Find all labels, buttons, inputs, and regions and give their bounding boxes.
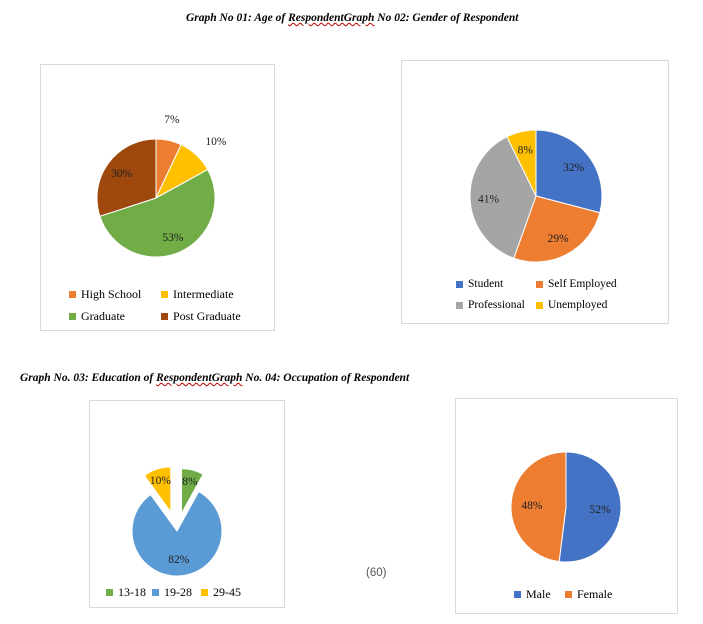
pie-data-label: 10% xyxy=(205,136,227,148)
legend-swatch xyxy=(161,291,168,298)
legend-swatch xyxy=(536,301,543,309)
pie-data-label: 82% xyxy=(168,554,190,566)
pie-data-label: 30% xyxy=(111,168,133,180)
pie-slice-female xyxy=(510,451,567,563)
legend-label: Post Graduate xyxy=(173,309,241,323)
legend-swatch xyxy=(69,313,76,320)
legend-item: Post Graduate xyxy=(161,309,241,324)
legend-label: Self Employed xyxy=(548,278,617,290)
pie-slice-13-18 xyxy=(180,468,204,514)
legend-item: Intermediate xyxy=(161,287,234,302)
pie-data-label: 29% xyxy=(548,233,570,245)
legend-label: Unemployed xyxy=(548,299,608,311)
chart-panel-3: 8% 82% 10% 13-18 19-28 29-45 xyxy=(89,400,285,608)
pie-slice-19-28 xyxy=(131,490,223,577)
legend-item: Male xyxy=(514,587,551,602)
legend-label: Student xyxy=(468,278,504,290)
pie-chart-2: 32% 29% 41% 8% xyxy=(469,129,603,263)
caption-bottom-part1: Graph No. 03: Education of xyxy=(20,372,157,384)
legend-label: Male xyxy=(526,587,551,601)
legend-item: Self Employed xyxy=(536,278,617,290)
pie-data-label: 10% xyxy=(150,475,172,487)
caption-bottom-squiggle: RespondentGraph xyxy=(156,372,243,384)
chart-panel-1: 7% 10% 53% 30% High School Intermediate Gradua… xyxy=(40,64,275,331)
pie-slice-post-graduate xyxy=(96,138,157,217)
legend-label: Graduate xyxy=(81,309,125,323)
pie-data-label: 41% xyxy=(478,194,500,206)
legend-label: 29-45 xyxy=(213,585,241,599)
chart-panel-2: 32% 29% 41% 8% Student Self Employed Professio… xyxy=(401,60,669,324)
pie-data-label: 7% xyxy=(164,114,180,126)
caption-bottom-part2: No. 04: Occupation of Respondent xyxy=(242,372,410,384)
pie-slice-29-45 xyxy=(143,466,172,514)
legend-swatch xyxy=(201,589,208,596)
legend-swatch xyxy=(69,291,76,298)
legend-swatch xyxy=(565,591,572,598)
pie-slice-student xyxy=(535,129,603,214)
caption-bottom: Graph No. 03: Education of RespondentGra… xyxy=(20,372,409,384)
legend-label: Female xyxy=(577,587,613,601)
caption-top-part1: Graph No 01: Age of xyxy=(186,12,289,24)
legend-swatch xyxy=(152,589,159,596)
chart-panel-4: 52% 48% Male Female xyxy=(455,398,678,614)
pie-slice-male xyxy=(558,451,622,563)
pie-slice-unemployed xyxy=(506,129,537,197)
pie-data-label: 8% xyxy=(518,145,534,157)
legend-item: 29-45 xyxy=(201,585,241,600)
legend-label: Intermediate xyxy=(173,287,234,301)
legend-label: Professional xyxy=(468,299,525,311)
legend-item: Graduate xyxy=(69,309,125,324)
pie-slice-professional xyxy=(469,136,537,259)
pie-chart-1: 7% 10% 53% 30% xyxy=(96,114,227,258)
legend-item: Female xyxy=(565,587,612,602)
pie-data-label: 32% xyxy=(563,162,585,174)
pie-data-label: 48% xyxy=(521,500,543,512)
pie-slice-self-employed xyxy=(513,195,601,263)
pie-data-label: 53% xyxy=(162,232,184,244)
legend-item: Professional xyxy=(456,299,525,311)
legend-item: 19-28 xyxy=(152,585,192,600)
legend-label: 13-18 xyxy=(118,585,146,599)
legend-swatch xyxy=(456,280,463,288)
pie-data-label: 52% xyxy=(589,504,611,516)
pie-slice-graduate xyxy=(99,168,216,258)
caption-top-squiggle: RespondentGraph xyxy=(288,12,375,24)
legend-swatch xyxy=(161,313,168,320)
legend-item: High School xyxy=(69,287,141,302)
pie-chart-3: 8% 82% 10% xyxy=(131,466,223,577)
page-number: (60) xyxy=(366,567,387,579)
legend-label: High School xyxy=(81,287,142,301)
legend-item: 13-18 xyxy=(106,585,146,600)
legend-swatch xyxy=(106,589,113,596)
legend-swatch xyxy=(456,301,463,309)
legend-swatch xyxy=(536,280,543,288)
legend-item: Unemployed xyxy=(536,299,607,311)
legend-swatch xyxy=(514,591,521,598)
legend-label: 19-28 xyxy=(164,585,192,599)
pie-data-label: 8% xyxy=(182,476,198,488)
caption-top: Graph No 01: Age of RespondentGraph No 0… xyxy=(186,12,518,24)
legend-item: Student xyxy=(456,278,503,290)
caption-top-part2: No 02: Gender of Respondent xyxy=(374,12,519,24)
pie-chart-4: 52% 48% xyxy=(510,451,622,563)
